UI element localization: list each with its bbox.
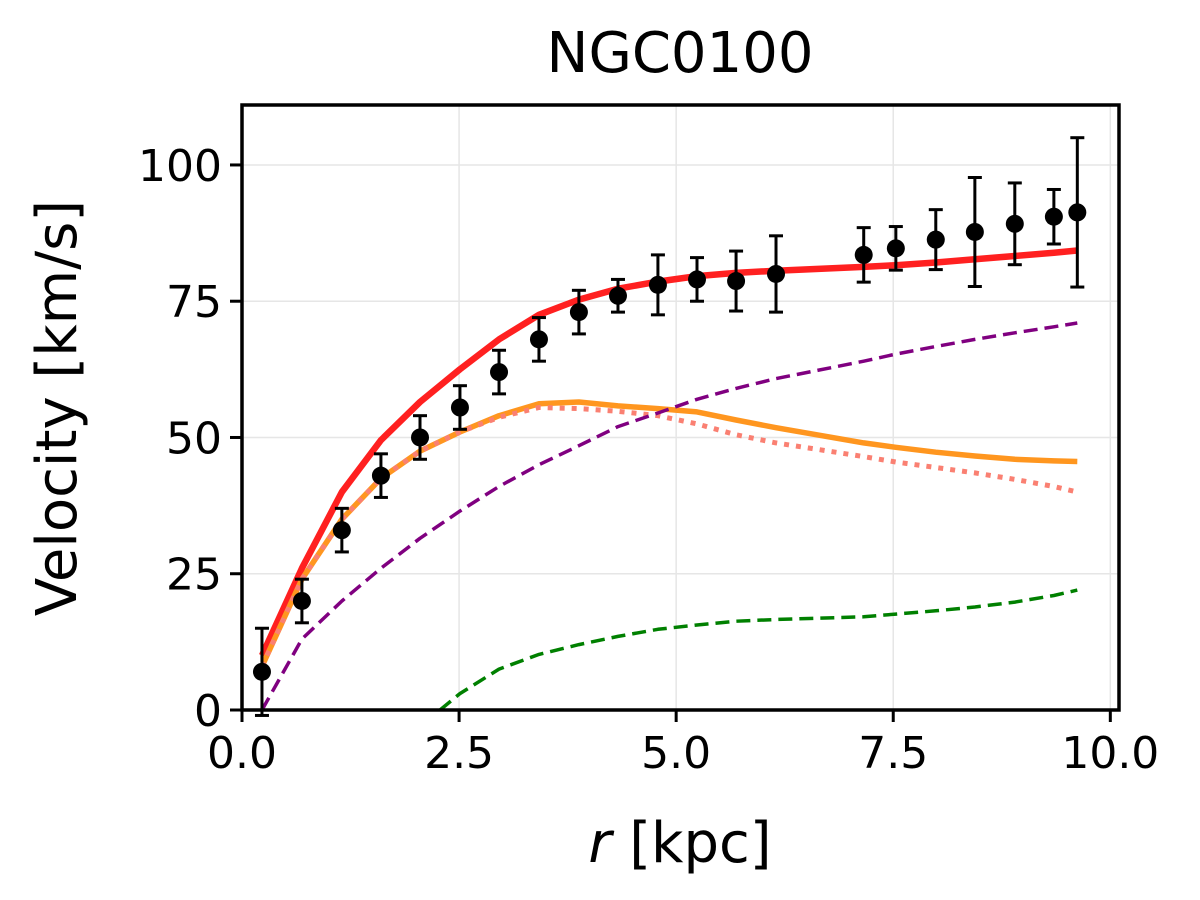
chart-title: NGC0100: [547, 21, 814, 86]
model-curves: [259, 247, 1078, 712]
data-marker: [965, 222, 984, 241]
axis-ticks: 0.0 2.5 5.0 7.5 10.0 0 25 50 75 100: [138, 141, 1159, 779]
observed-point-9: [608, 277, 627, 314]
observed-point-2: [332, 506, 351, 554]
observed-point-15: [886, 225, 905, 272]
y-tick-label-0: 0: [194, 686, 222, 737]
observed-point-13: [767, 234, 786, 314]
data-marker: [1005, 214, 1024, 233]
observed-point-8: [569, 288, 588, 336]
grid: [241, 105, 1119, 711]
observed-point-0: [252, 626, 271, 717]
y-axis-label: Velocity [km/s]: [25, 200, 90, 616]
data-marker: [411, 428, 430, 447]
x-tick-label-4: 10.0: [1061, 728, 1159, 779]
observed-point-4: [411, 414, 430, 461]
observed-point-12: [727, 249, 746, 313]
data-marker: [252, 662, 271, 681]
data-marker: [371, 466, 390, 485]
observed-point-16: [926, 208, 945, 272]
data-marker: [450, 398, 469, 417]
data-marker: [569, 303, 588, 322]
data-marker: [648, 275, 667, 294]
observed-point-1: [292, 577, 311, 625]
y-tick-label-4: 100: [138, 141, 222, 192]
y-tick-label-1: 25: [166, 550, 222, 601]
observed-point-5: [450, 384, 469, 431]
x-axis-unit-space: [611, 811, 629, 876]
x-tick-label-1: 2.5: [424, 728, 494, 779]
data-marker: [1044, 207, 1063, 226]
data-marker: [886, 239, 905, 258]
y-tick-label-2: 50: [166, 413, 222, 464]
series-gas: [438, 588, 1078, 712]
series-stellar-disk: [259, 405, 1078, 668]
data-marker: [727, 272, 746, 291]
x-axis-label: r [kpc]: [588, 811, 771, 876]
y-tick-label-3: 75: [166, 277, 222, 328]
observed-point-14: [854, 226, 873, 284]
data-marker: [529, 330, 548, 349]
observed-point-10: [648, 253, 667, 317]
observed-point-17: [965, 175, 984, 288]
observed-point-3: [371, 452, 390, 499]
x-tick-label-3: 7.5: [858, 728, 928, 779]
observed-point-20: [1068, 136, 1087, 289]
series-dark-matter-halo: [260, 321, 1078, 711]
data-marker: [854, 245, 873, 264]
observed-point-18: [1005, 181, 1024, 267]
data-marker: [608, 286, 627, 305]
observed-point-11: [687, 256, 706, 303]
x-tick-label-0: 0.0: [207, 728, 277, 779]
data-marker: [687, 270, 706, 289]
data-marker: [332, 521, 351, 540]
observed-point-6: [490, 348, 509, 396]
data-marker: [490, 363, 509, 382]
data-marker: [1068, 203, 1087, 222]
x-axis-variable: r: [588, 811, 614, 876]
plot-frame: [240, 103, 1121, 712]
data-marker: [767, 264, 786, 283]
observed-data: [252, 136, 1087, 717]
data-marker: [926, 230, 945, 249]
x-axis-unit: [kpc]: [629, 811, 771, 876]
x-tick-label-2: 5.0: [641, 728, 711, 779]
observed-point-19: [1044, 187, 1063, 246]
observed-point-7: [529, 316, 548, 363]
data-marker: [292, 591, 311, 610]
series-stellar-gas-total: [259, 399, 1078, 668]
